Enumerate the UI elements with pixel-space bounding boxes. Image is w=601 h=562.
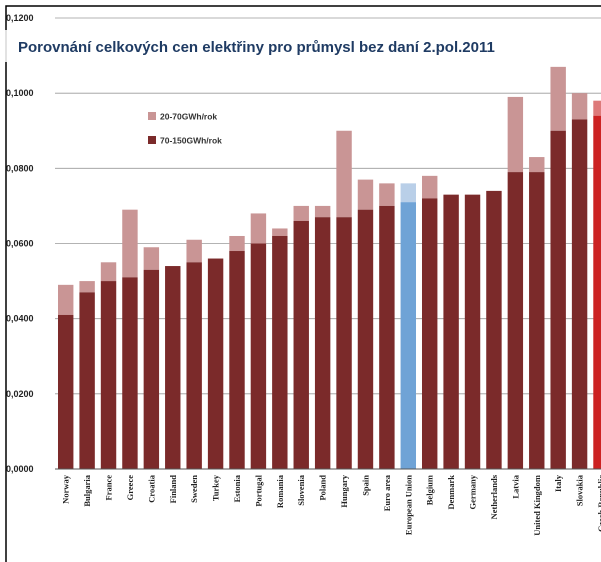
bar-70-150-slovenia bbox=[293, 220, 309, 469]
y-tick-label: 0,0800 bbox=[6, 163, 34, 173]
bar-70-150-greece bbox=[122, 277, 138, 469]
x-tick-label: Finland bbox=[168, 475, 178, 504]
bar-20-70-italy bbox=[550, 66, 566, 131]
bar-70-150-netherlands bbox=[486, 190, 502, 469]
bar-20-70-czech-republic bbox=[593, 100, 601, 116]
x-tick-label: Croatia bbox=[146, 474, 156, 502]
bar-20-70-euro-area bbox=[379, 183, 395, 206]
bar-20-70-romania bbox=[272, 228, 288, 236]
x-tick-label: Hungary bbox=[339, 474, 349, 507]
x-tick-label: Bulgaria bbox=[82, 474, 92, 506]
y-tick-label: 0,0400 bbox=[6, 314, 34, 324]
bar-20-70-portugal bbox=[250, 213, 267, 244]
y-tick-label: 0,1200 bbox=[6, 13, 34, 23]
x-tick-label: Spain bbox=[360, 475, 370, 496]
bar-20-70-france bbox=[100, 262, 117, 282]
legend-label: 20-70GWh/rok bbox=[160, 112, 217, 122]
bar-20-70-latvia bbox=[507, 96, 524, 173]
bar-20-70-estonia bbox=[229, 235, 245, 252]
bar-20-70-croatia bbox=[143, 247, 160, 270]
bar-20-70-european-union bbox=[400, 183, 417, 203]
x-tick-label: Greece bbox=[125, 475, 135, 501]
bar-70-150-estonia bbox=[229, 251, 245, 469]
x-tick-label: Norway bbox=[61, 474, 71, 504]
legend-swatch bbox=[148, 136, 156, 144]
bar-70-150-euro-area bbox=[379, 205, 395, 469]
y-axis-ticks: 0,0000 0,0200 0,0400 0,0600 0,0800 0,1000 0,12… bbox=[6, 13, 34, 474]
bar-20-70-slovenia bbox=[293, 205, 309, 221]
x-tick-label: United Kingdom bbox=[532, 475, 542, 536]
x-tick-label: Slovenia bbox=[296, 474, 306, 505]
bar-70-150-bulgaria bbox=[79, 292, 95, 469]
bar-70-150-turkey bbox=[207, 258, 224, 469]
bar-20-70-spain bbox=[357, 179, 374, 210]
title-background bbox=[0, 30, 601, 62]
bar-70-150-united-kingdom bbox=[529, 172, 545, 469]
bar-70-150-germany bbox=[464, 194, 481, 469]
bar-20-70-greece bbox=[122, 209, 138, 278]
bar-20-70-united-kingdom bbox=[529, 157, 545, 173]
x-tick-label: Denmark bbox=[446, 475, 456, 510]
bar-20-70-hungary bbox=[336, 130, 352, 218]
bar-70-150-norway bbox=[57, 314, 74, 469]
bar-20-70-bulgaria bbox=[79, 281, 95, 293]
x-tick-label: Italy bbox=[553, 474, 563, 492]
bar-70-150-france bbox=[100, 281, 117, 469]
legend: 20-70GWh/rok 70-150GWh/rok bbox=[148, 112, 222, 146]
chart-title: Porovnání celkových cen elektřiny pro pr… bbox=[18, 39, 495, 56]
bar-70-150-slovakia bbox=[571, 119, 588, 469]
bar-70-150-romania bbox=[272, 235, 288, 469]
x-tick-label: Turkey bbox=[211, 474, 221, 501]
legend-label: 70-150GWh/rok bbox=[160, 136, 222, 146]
y-tick-label: 0,1000 bbox=[6, 88, 34, 98]
bar-70-150-european-union bbox=[400, 202, 417, 470]
bars bbox=[57, 66, 601, 470]
x-tick-label: Netherlands bbox=[489, 474, 499, 519]
x-tick-label: France bbox=[104, 475, 114, 501]
bar-70-150-denmark bbox=[443, 194, 459, 469]
y-tick-label: 0,0000 bbox=[6, 464, 34, 474]
bar-20-70-sweden bbox=[186, 239, 202, 263]
legend-swatch bbox=[148, 112, 156, 120]
x-tick-label: Romania bbox=[275, 474, 285, 508]
x-tick-label: European Union bbox=[403, 475, 413, 535]
bar-20-70-belgium bbox=[421, 175, 438, 199]
x-tick-label: Euro area bbox=[382, 474, 392, 511]
bar-70-150-croatia bbox=[143, 269, 160, 469]
x-tick-label: Poland bbox=[318, 475, 328, 501]
bar-70-150-portugal bbox=[250, 243, 267, 469]
y-tick-label: 0,0600 bbox=[6, 239, 34, 249]
x-tick-label: Estonia bbox=[232, 474, 242, 502]
x-tick-label: Germany bbox=[468, 474, 478, 509]
x-axis-ticks: Norway Bulgaria France Greece Croatia Finland… bbox=[61, 474, 601, 535]
bar-20-70-slovakia bbox=[571, 93, 588, 120]
bar-70-150-hungary bbox=[336, 217, 352, 469]
bar-20-70-poland bbox=[314, 205, 331, 218]
x-tick-label: Czech Republic bbox=[596, 475, 601, 532]
x-tick-label: Latvia bbox=[510, 474, 520, 498]
bar-70-150-belgium bbox=[421, 198, 438, 469]
bar-70-150-poland bbox=[314, 217, 331, 469]
x-tick-label: Portugal bbox=[253, 474, 263, 506]
x-tick-label: Sweden bbox=[189, 475, 199, 503]
bar-70-150-spain bbox=[357, 209, 374, 470]
bar-20-70-norway bbox=[57, 284, 74, 315]
x-tick-label: Belgium bbox=[425, 475, 435, 505]
y-tick-label: 0,0200 bbox=[6, 389, 34, 399]
bar-70-150-finland bbox=[165, 266, 181, 469]
bar-70-150-latvia bbox=[507, 172, 524, 469]
bar-70-150-italy bbox=[550, 130, 566, 469]
x-tick-label: Slovakia bbox=[575, 474, 585, 506]
bar-70-150-sweden bbox=[186, 262, 202, 469]
bar-70-150-czech-republic bbox=[593, 115, 601, 469]
